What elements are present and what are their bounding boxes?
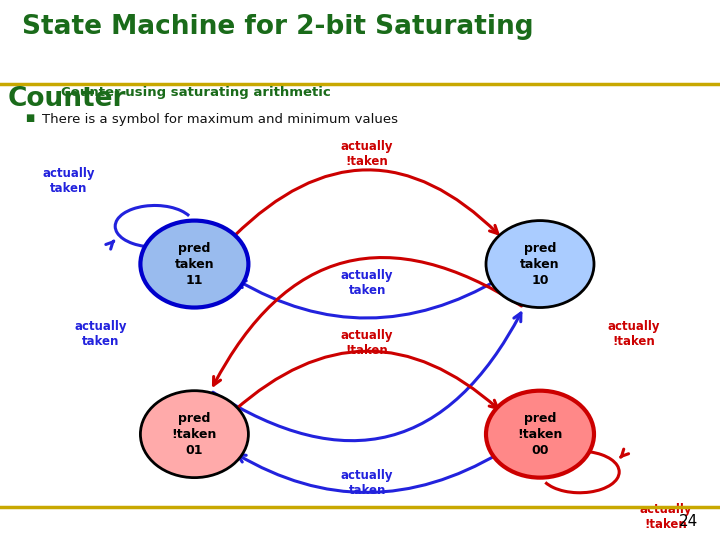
Text: pred
taken
10: pred taken 10 [520,241,560,287]
Text: pred
taken
11: pred taken 11 [174,241,215,287]
Text: actually
!taken: actually !taken [341,329,393,357]
Text: actually
taken: actually taken [42,167,94,195]
Ellipse shape [486,391,594,477]
Text: actually
!taken: actually !taken [640,503,692,531]
Text: actually
taken: actually taken [341,469,393,497]
Text: actually
taken: actually taken [341,269,393,297]
Text: ■: ■ [25,113,35,124]
Text: 24: 24 [679,514,698,529]
Text: actually
!taken: actually !taken [608,320,660,348]
Ellipse shape [486,221,594,308]
Ellipse shape [140,391,248,477]
Text: Counter using saturating arithmetic: Counter using saturating arithmetic [61,86,331,99]
Text: pred
!taken
01: pred !taken 01 [171,411,217,457]
Ellipse shape [140,221,248,308]
Text: actually
!taken: actually !taken [341,140,393,168]
Text: pred
!taken
00: pred !taken 00 [517,411,563,457]
Text: Counter: Counter [7,86,126,112]
Text: actually
taken: actually taken [75,320,127,348]
Text: State Machine for 2-bit Saturating: State Machine for 2-bit Saturating [22,14,534,39]
Text: There is a symbol for maximum and minimum values: There is a symbol for maximum and minimu… [42,113,397,126]
